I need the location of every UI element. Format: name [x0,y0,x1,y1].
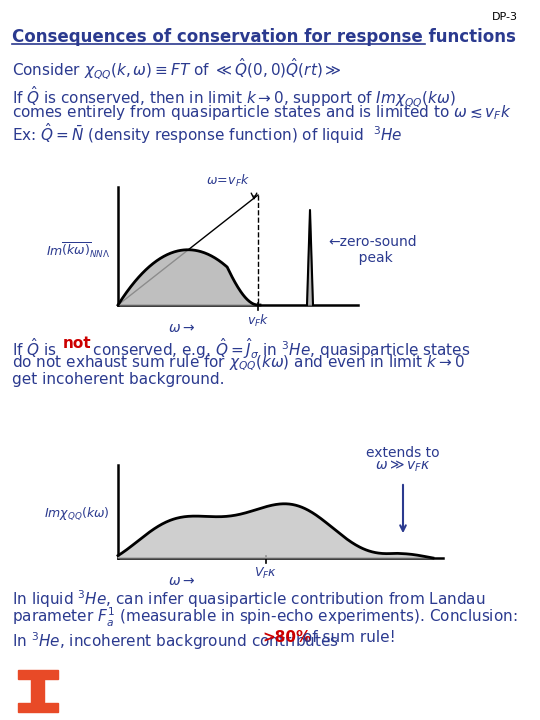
Text: $v_F k$: $v_F k$ [247,313,269,329]
Text: extends to: extends to [366,446,440,460]
Polygon shape [118,504,433,558]
Text: ←zero-sound
       peak: ←zero-sound peak [328,235,417,265]
Text: Consequences of conservation for response functions: Consequences of conservation for respons… [12,28,516,46]
Polygon shape [307,210,313,305]
Text: not: not [63,336,92,351]
Text: In $^3He$, incoherent background contributes: In $^3He$, incoherent background contrib… [12,630,340,652]
Text: parameter $F_a^1$ (measurable in spin-echo experiments). Conclusion:: parameter $F_a^1$ (measurable in spin-ec… [12,606,518,629]
Text: $Im\overline{(k\omega)}_{NN\Lambda}$: $Im\overline{(k\omega)}_{NN\Lambda}$ [45,240,110,260]
Text: do not exhaust sum rule for $\chi_{QQ}(k\omega)$ and even in limit $k \to 0$: do not exhaust sum rule for $\chi_{QQ}(k… [12,354,465,373]
Bar [18,670,58,679]
Text: get incoherent background.: get incoherent background. [12,372,225,387]
Polygon shape [118,250,260,305]
Text: $V_F \kappa$: $V_F \kappa$ [254,566,278,581]
Text: $\omega \rightarrow$: $\omega \rightarrow$ [168,574,195,588]
Bar [18,703,58,712]
Text: >80%: >80% [262,630,311,645]
Bar [31,679,44,703]
Text: DP-3: DP-3 [492,12,518,22]
Text: conserved, e.g. $\hat{Q} = \hat{J}_\sigma$ in $^3He$, quasiparticle states: conserved, e.g. $\hat{Q} = \hat{J}_\sigm… [88,336,470,361]
Text: $\omega \gg v_F\kappa$: $\omega \gg v_F\kappa$ [375,459,431,474]
Text: $\omega \rightarrow$: $\omega \rightarrow$ [168,321,195,335]
Text: $\omega\!=\!v_F k$: $\omega\!=\!v_F k$ [206,173,250,189]
Text: If $\hat{Q}$ is: If $\hat{Q}$ is [12,336,58,360]
Text: Consider $\chi_{QQ}(k,\omega) \equiv FT$ of $\ll \hat{Q}(0,0)\hat{Q}(rt) \gg$: Consider $\chi_{QQ}(k,\omega) \equiv FT$… [12,57,342,82]
Text: of sum rule!: of sum rule! [298,630,396,645]
Text: If $\hat{Q}$ is conserved, then in limit $k \to 0$, support of $Im\chi_{QQ}(k\om: If $\hat{Q}$ is conserved, then in limit… [12,85,456,110]
Text: comes entirely from quasiparticle states and is limited to $\omega \lesssim v_F : comes entirely from quasiparticle states… [12,103,512,122]
Text: $Im\chi_{QQ}(k\omega)$: $Im\chi_{QQ}(k\omega)$ [44,505,110,522]
Text: Ex: $\hat{Q} = \bar{N}$ (density response function) of liquid  $^3He$: Ex: $\hat{Q} = \bar{N}$ (density respons… [12,121,402,146]
Text: In liquid $^3He$, can infer quasiparticle contribution from Landau: In liquid $^3He$, can infer quasiparticl… [12,588,485,610]
